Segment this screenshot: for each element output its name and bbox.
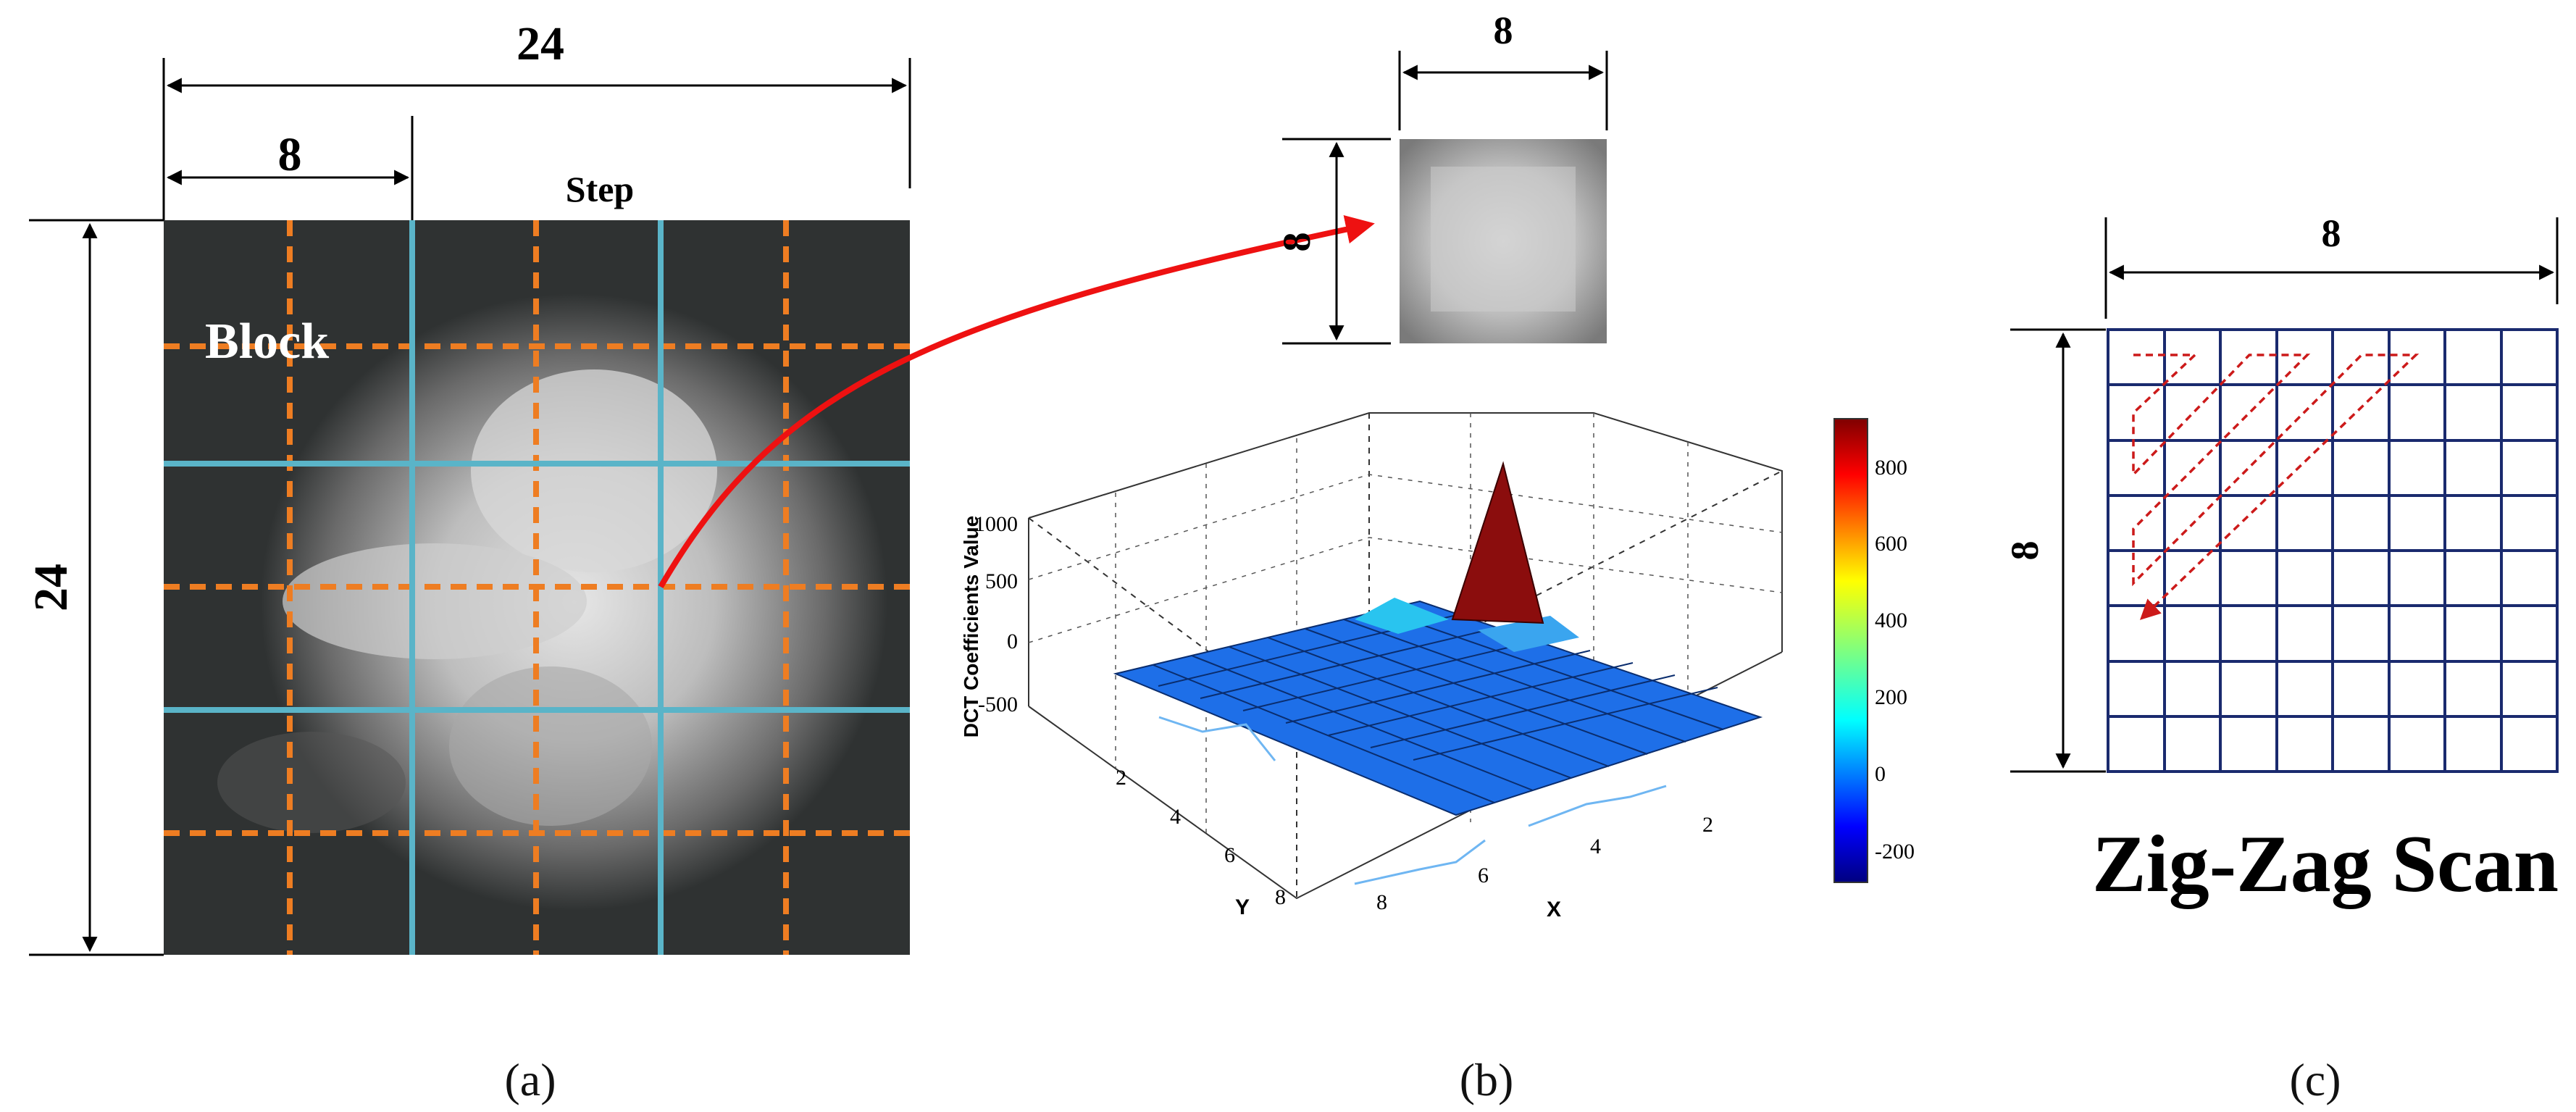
block-width-label: 8 bbox=[278, 128, 302, 181]
x-tick-label: 8 bbox=[1376, 890, 1387, 914]
step-label: Step bbox=[566, 169, 634, 209]
zigzag-path bbox=[2132, 354, 2420, 620]
colorbar-tick-label: 800 bbox=[1875, 456, 1907, 480]
colorbar bbox=[1833, 418, 1868, 883]
y-axis-label: Y bbox=[1235, 895, 1250, 919]
z-tick-label: 0 bbox=[1007, 630, 1018, 653]
panel-a: 24 8 24 Step Block (a) bbox=[25, 17, 911, 1105]
surface-plane bbox=[1113, 600, 1763, 816]
x-tick-label: 2 bbox=[1702, 813, 1713, 837]
y-tick-label: 4 bbox=[1170, 805, 1181, 829]
caption-a: (a) bbox=[504, 1054, 556, 1105]
dct-surface-plot: 1000 500 0 -500 DCT Coefficients Value 2… bbox=[960, 412, 1915, 921]
block-width-dimension bbox=[166, 116, 414, 220]
z-tick-label: -500 bbox=[978, 693, 1018, 716]
block-b-height-label: 8 bbox=[1275, 233, 1318, 252]
orange-block-grid bbox=[164, 220, 910, 955]
block-b-width-label: 8 bbox=[1494, 9, 1513, 52]
height-label: 24 bbox=[25, 564, 78, 611]
width-label: 24 bbox=[517, 17, 564, 70]
dct-peak bbox=[1451, 461, 1544, 624]
zigzag-width-label: 8 bbox=[2322, 212, 2341, 255]
y-tick-label: 2 bbox=[1116, 766, 1126, 790]
y-tick-label: 6 bbox=[1224, 843, 1235, 867]
x-axis-label: X bbox=[1547, 898, 1561, 921]
blue-step-grid bbox=[164, 220, 910, 955]
caption-b: (b) bbox=[1460, 1054, 1514, 1105]
z-tick-label: 1000 bbox=[974, 512, 1018, 536]
panel-c: 8 8 Zig-Zag Scan (c) bbox=[2003, 212, 2559, 1105]
caption-c: (c) bbox=[2289, 1054, 2341, 1105]
zigzag-grid bbox=[2107, 328, 2559, 773]
height-dimension bbox=[29, 219, 164, 956]
contour-lines bbox=[1158, 716, 1667, 885]
zigzag-height-dimension bbox=[2010, 328, 2106, 773]
width-dimension bbox=[162, 58, 911, 220]
z-tick-label: 500 bbox=[985, 569, 1018, 593]
surface-mesh bbox=[1113, 598, 1763, 816]
colorbar-tick-label: 400 bbox=[1875, 609, 1907, 632]
surface-highlight bbox=[1478, 616, 1579, 652]
connector-arrow bbox=[658, 214, 1375, 589]
y-tick-label: 8 bbox=[1275, 885, 1286, 909]
x-tick-label: 4 bbox=[1590, 835, 1601, 858]
zigzag-height-label: 8 bbox=[2003, 541, 2046, 561]
z-axis-label: DCT Coefficients Value bbox=[960, 516, 982, 738]
surface-highlight bbox=[1355, 598, 1449, 634]
colorbar-tick-label: 0 bbox=[1875, 762, 1886, 786]
colorbar-tick-label: -200 bbox=[1875, 840, 1915, 864]
block-width-dimension-b bbox=[1398, 51, 1608, 130]
zigzag-width-dimension bbox=[2104, 217, 2559, 319]
block-label: Block bbox=[205, 314, 329, 369]
colorbar-tick-label: 200 bbox=[1875, 685, 1907, 709]
extracted-block-image bbox=[1400, 139, 1607, 343]
x-tick-label: 6 bbox=[1478, 864, 1489, 887]
block-height-dimension-b bbox=[1282, 138, 1391, 345]
panel-b: 8 8 bbox=[960, 9, 1915, 1105]
colorbar-tick-label: 600 bbox=[1875, 532, 1907, 556]
zigzag-title: Zig-Zag Scan bbox=[2092, 819, 2559, 909]
